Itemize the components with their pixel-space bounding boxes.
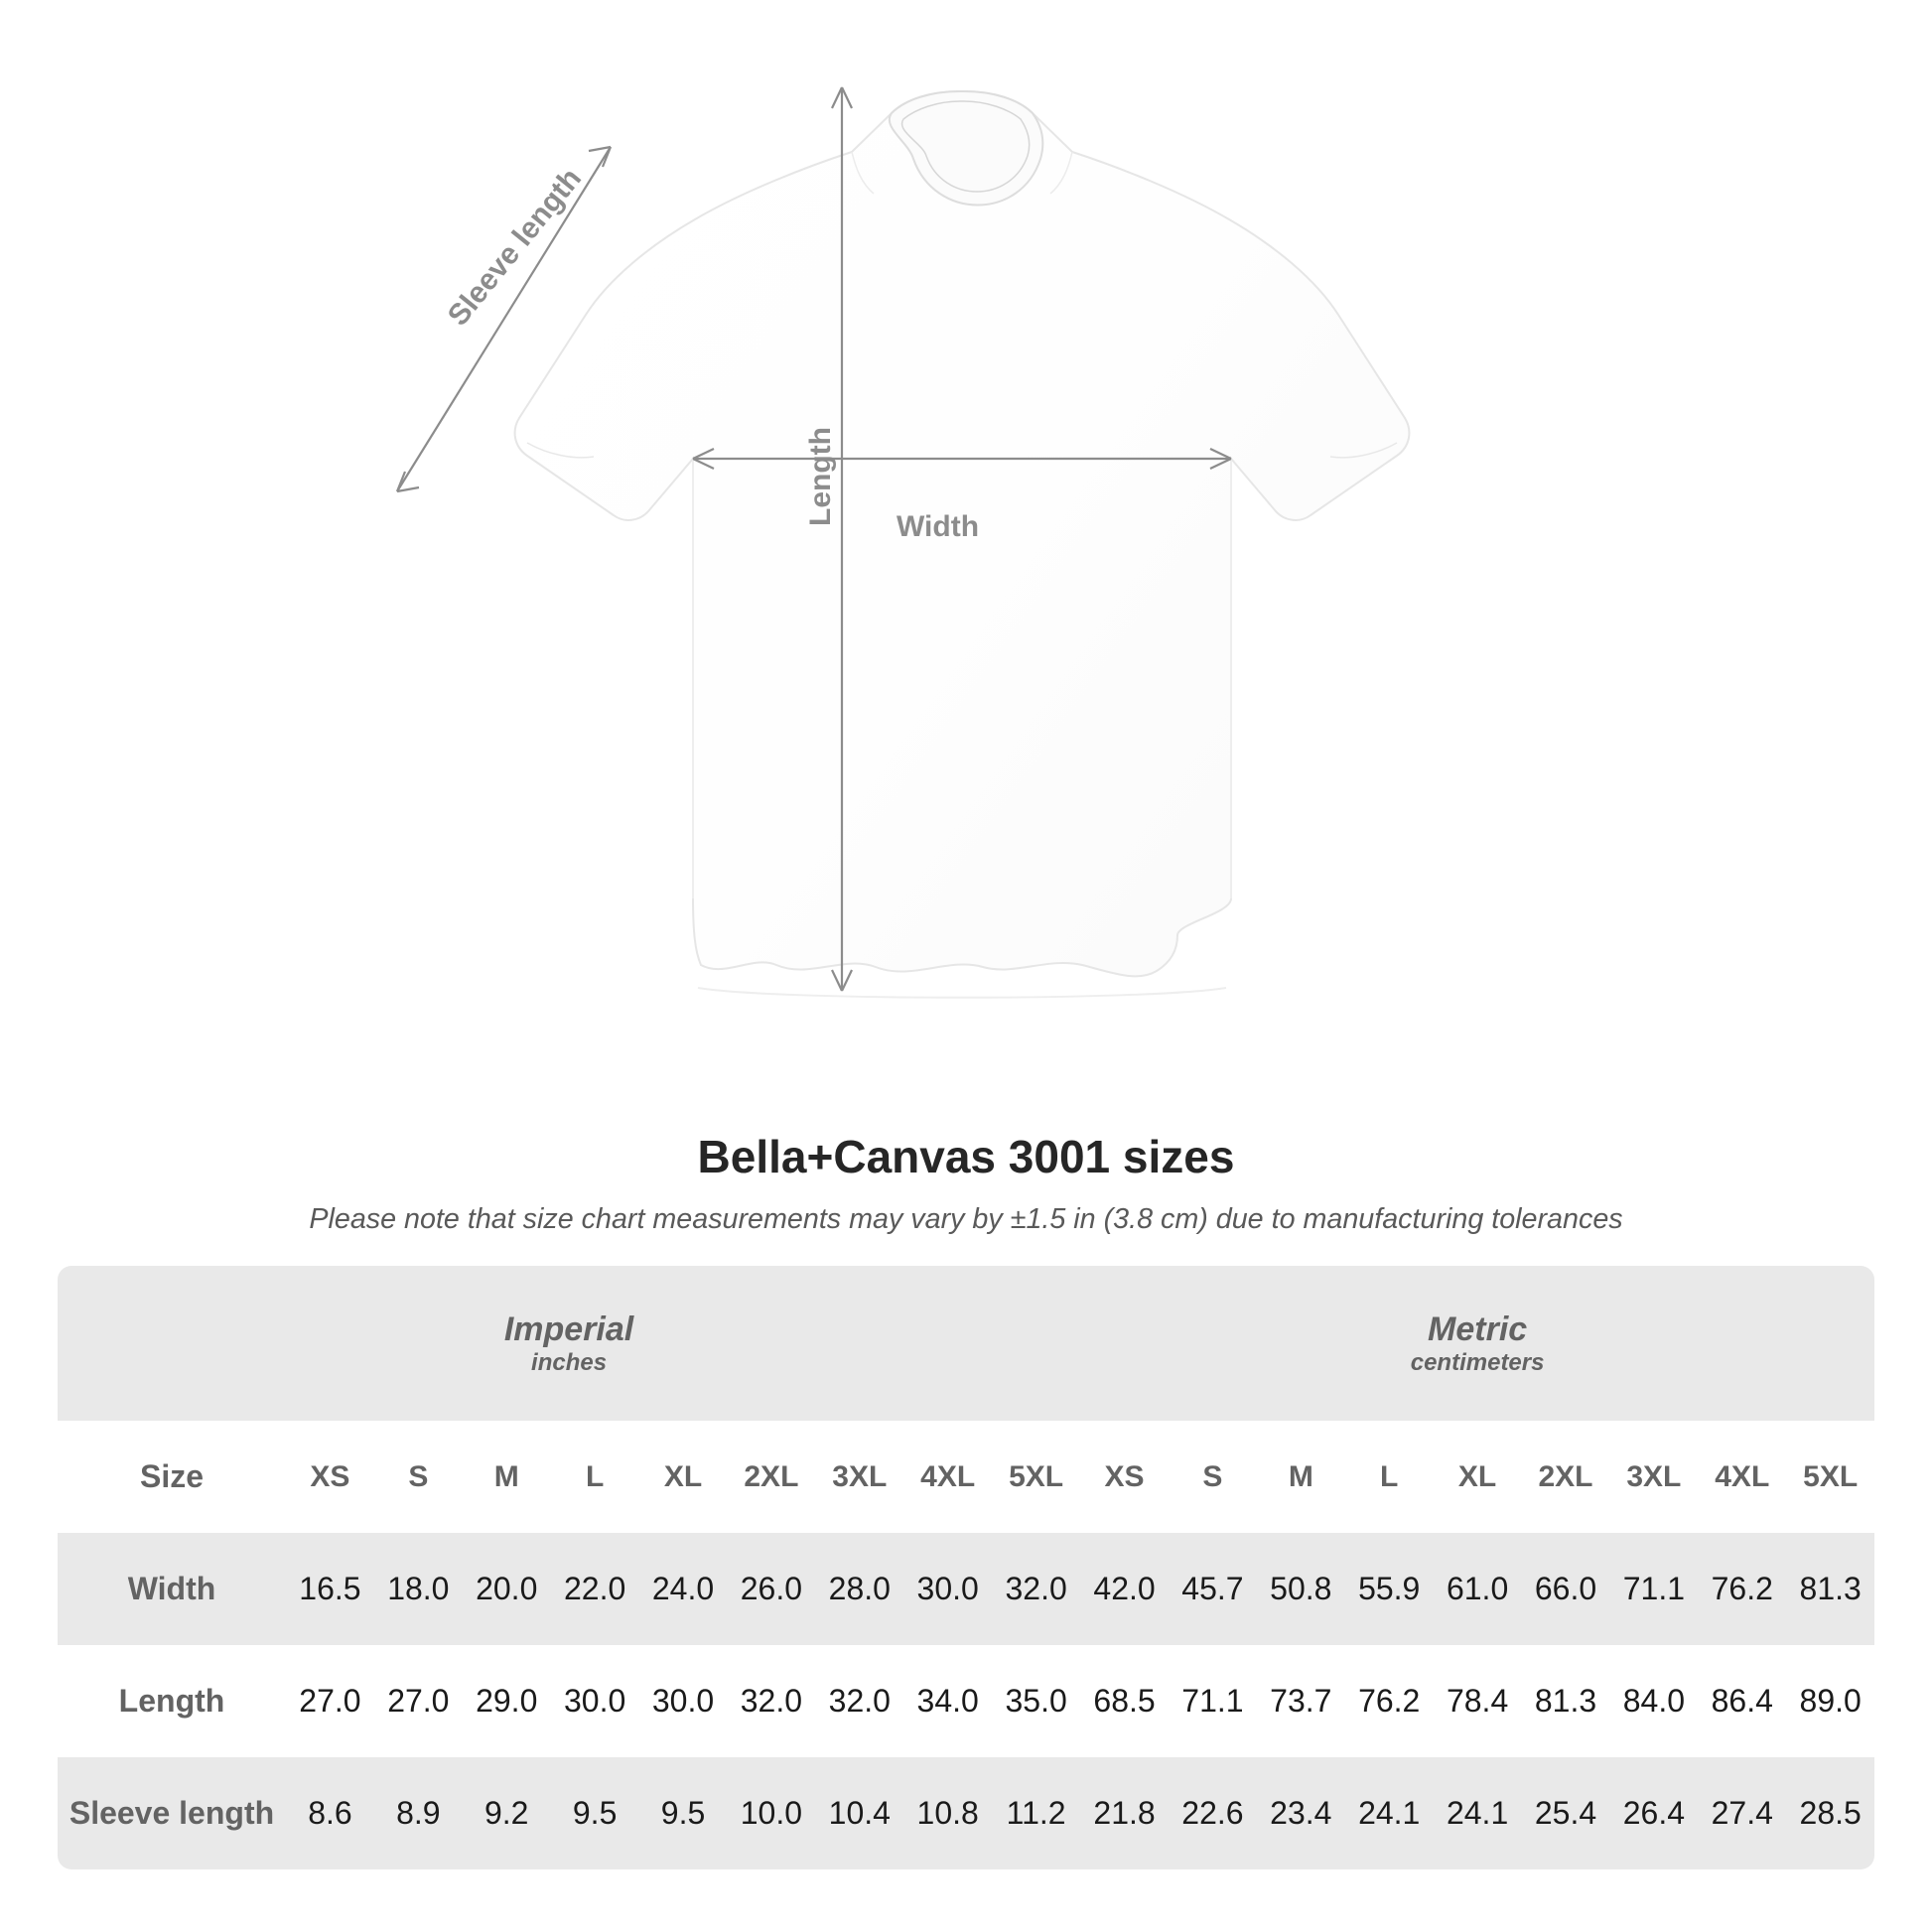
svg-text:Sleeve length: Sleeve length [442,162,588,332]
svg-text:Width: Width [897,510,979,543]
svg-text:Length: Length [804,427,837,526]
